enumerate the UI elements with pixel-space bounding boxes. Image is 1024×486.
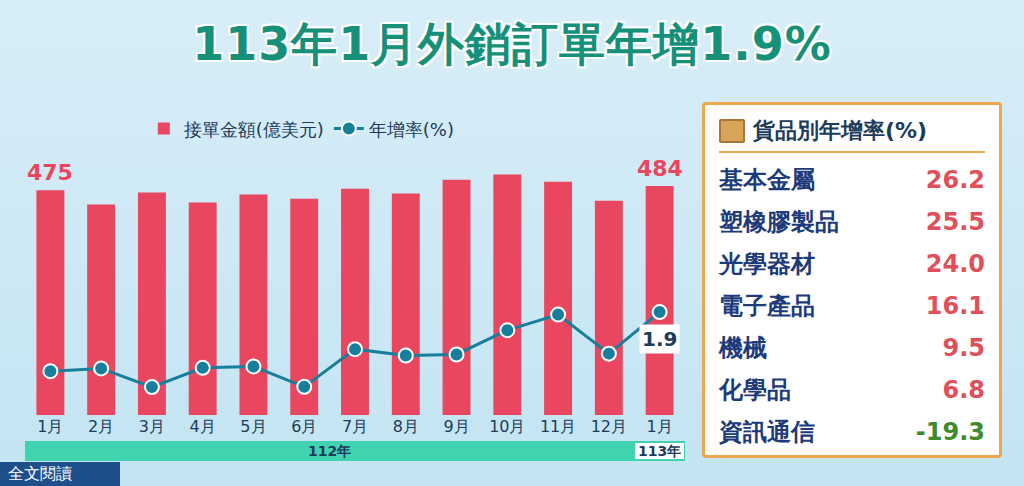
svg-text:接單金額(億美元): 接單金額(億美元) <box>184 119 324 140</box>
svg-text:6月: 6月 <box>291 417 317 436</box>
html-text:塑橡膠製品: 塑橡膠製品 <box>719 208 839 236</box>
svg-text:9月: 9月 <box>443 417 469 436</box>
svg-text:113年: 113年 <box>638 443 681 459</box>
svg-text:2月: 2月 <box>88 417 114 436</box>
html-text:基本金屬: 基本金屬 <box>719 166 815 194</box>
svg-text:10月: 10月 <box>489 417 525 436</box>
html-text:機械: 機械 <box>719 334 767 362</box>
svg-text:12月: 12月 <box>591 417 627 436</box>
svg-text:年增率(%): 年增率(%) <box>369 119 454 140</box>
svg-text:1月: 1月 <box>37 417 63 436</box>
svg-text:5月: 5月 <box>240 417 266 436</box>
svg-text:3月: 3月 <box>139 417 165 436</box>
svg-text:112年: 112年 <box>308 443 351 459</box>
html-text:24.0: 24.0 <box>925 250 985 278</box>
html-text:26.2: 26.2 <box>925 166 985 194</box>
svg-text:11月: 11月 <box>540 417 576 436</box>
html-text:貨品別年增率(%): 貨品別年增率(%) <box>753 118 928 143</box>
svg-text:7月: 7月 <box>342 417 368 436</box>
html-text:113年1月外銷訂單年增1.9%: 113年1月外銷訂單年增1.9% <box>192 17 832 71</box>
svg-text:4月: 4月 <box>190 417 216 436</box>
svg-text:484: 484 <box>637 156 683 181</box>
svg-text:1.9: 1.9 <box>642 327 677 351</box>
html-text:光學器材: 光學器材 <box>719 250 815 278</box>
svg-text:1月: 1月 <box>647 417 673 436</box>
html-text:化學品: 化學品 <box>719 376 791 404</box>
html-text:電子產品: 電子產品 <box>719 292 815 320</box>
svg-text:8月: 8月 <box>393 417 419 436</box>
html-text:-19.3: -19.3 <box>915 418 985 446</box>
svg-text:475: 475 <box>27 160 73 185</box>
html-text:6.8: 6.8 <box>942 376 985 404</box>
html-text:16.1: 16.1 <box>925 292 985 320</box>
html-text:25.5: 25.5 <box>925 208 985 236</box>
html-text:全文閱讀: 全文閱讀 <box>8 464 72 483</box>
html-text:9.5: 9.5 <box>942 334 985 362</box>
html-text:資訊通信: 資訊通信 <box>719 418 815 446</box>
